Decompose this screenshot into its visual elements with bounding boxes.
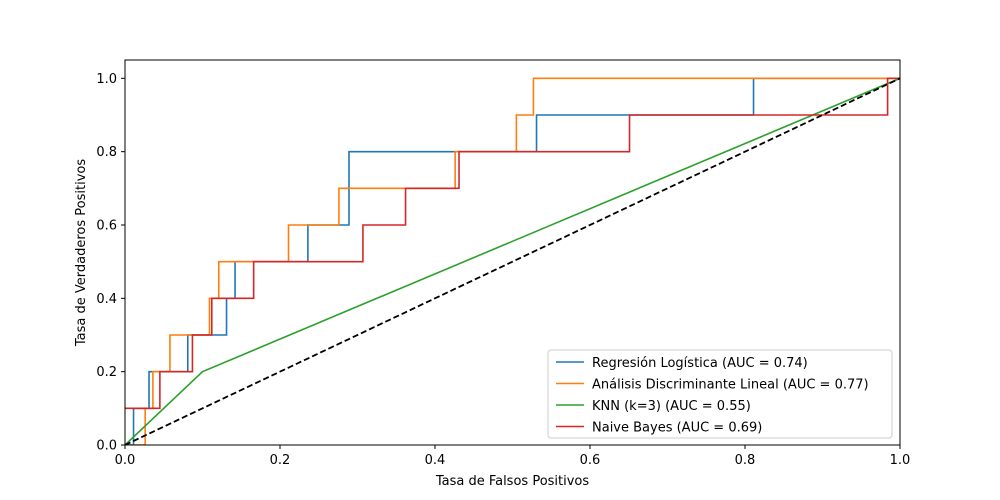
y-axis-ticks: 0.0 0.2 0.4 0.6 0.8 1.0 [96,72,125,454]
series-line-2 [125,77,900,445]
x-tick-label: 0.6 [580,453,601,468]
legend-entry: Naive Bayes (AUC = 0.69) [592,421,762,436]
plot-lines [125,77,900,445]
legend-entry: Regresión Logística (AUC = 0.74) [592,356,808,371]
x-tick-label: 0.2 [270,453,291,468]
reference-diagonal-line [125,77,900,445]
x-tick-label: 0.4 [425,453,446,468]
legend: Regresión Logística (AUC = 0.74) Análisis… [547,349,893,439]
y-tick-label: 1.0 [96,72,117,87]
x-tick-label: 0.0 [115,453,136,468]
x-axis-ticks: 0.0 0.2 0.4 0.6 0.8 1.0 [115,445,911,468]
y-tick-label: 0.8 [96,145,117,160]
y-axis-label: Tasa de Verdaderos Positivos [74,159,89,347]
legend-box [547,349,893,439]
legend-entry: Análisis Discriminante Lineal (AUC = 0.7… [592,378,869,393]
plot-frame [124,59,901,446]
x-tick-label: 0.8 [735,453,756,468]
y-tick-label: 0.0 [96,439,117,454]
x-axis-label: Tasa de Falsos Positivos [435,474,590,489]
series-line-3 [125,77,900,410]
y-tick-label: 0.4 [96,292,117,307]
y-tick-label: 0.2 [96,365,117,380]
y-tick-label: 0.6 [96,219,117,234]
legend-entry: KNN (k=3) (AUC = 0.55) [592,399,751,414]
x-tick-label: 1.0 [890,453,911,468]
